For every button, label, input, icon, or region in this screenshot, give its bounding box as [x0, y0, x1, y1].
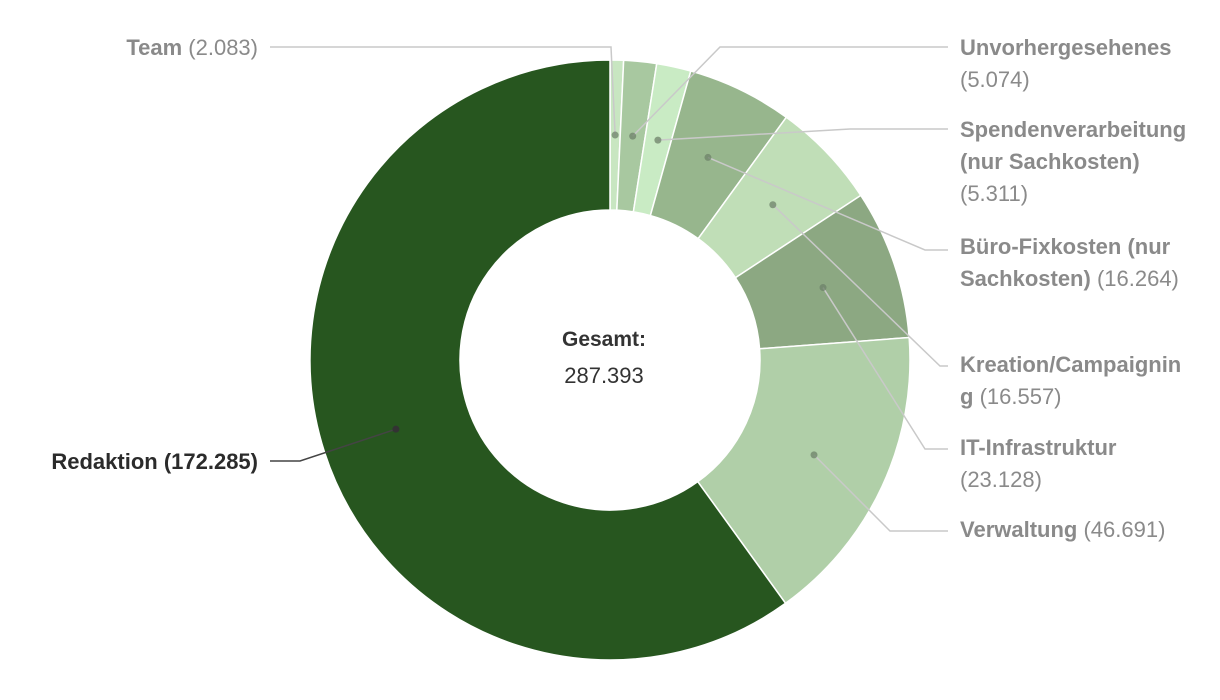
leader-dot-kreation-campaigning — [769, 201, 777, 209]
center-title: Gesamt: — [562, 328, 646, 351]
leader-dot-it-infrastruktur — [819, 284, 827, 292]
leader-dot-b-ro-fixkosten-nur-sachkosten — [704, 153, 712, 161]
leader-line-b-ro-fixkosten-nur-sachkosten — [707, 156, 948, 251]
label-it-infrastruktur: IT-Infrastruktur (23.128) — [960, 435, 1117, 492]
leader-line-kreation-campaigning — [772, 204, 948, 367]
leader-dot-verwaltung — [810, 451, 818, 459]
leader-line-verwaltung — [813, 454, 948, 532]
label-kreation-campaigning: Kreation/Campaignin g (16.557) — [960, 352, 1181, 409]
label-team: Team (2.083) — [126, 35, 258, 60]
donut-slices — [309, 59, 911, 661]
leader-dot-team — [611, 131, 619, 139]
label-verwaltung: Verwaltung (46.691) — [960, 517, 1165, 542]
label-unvorhergesehenes: Unvorhergesehenes (5.074) — [960, 35, 1172, 92]
leader-line-spendenverarbeitung-nur-sachkosten — [657, 128, 948, 141]
slice-redaktion — [309, 59, 787, 661]
leader-lines — [270, 46, 948, 532]
leader-line-it-infrastruktur — [822, 287, 948, 450]
leader-dot-spendenverarbeitung-nur-sachkosten — [654, 136, 662, 144]
label-spendenverarbeitung-nur-sachkosten: Spendenverarbeitung (nur Sachkosten) (5.31… — [960, 117, 1186, 206]
leader-line-redaktion — [270, 428, 397, 462]
leader-dot-redaktion — [392, 425, 400, 433]
slice-verwaltung — [696, 336, 911, 605]
leader-line-team — [270, 46, 616, 136]
label-b-ro-fixkosten-nur-sachkosten: Büro-Fixkosten (nur Sachkosten) (16.264) — [960, 234, 1179, 291]
leader-dot-unvorhergesehenes — [629, 132, 637, 140]
label-redaktion: Redaktion (172.285) — [51, 449, 258, 474]
center-total: 287.393 — [564, 363, 644, 388]
slice-labels: Team (2.083) Unvorhergesehenes (5.074) Spen… — [51, 35, 1186, 542]
leader-line-unvorhergesehenes — [632, 46, 948, 137]
